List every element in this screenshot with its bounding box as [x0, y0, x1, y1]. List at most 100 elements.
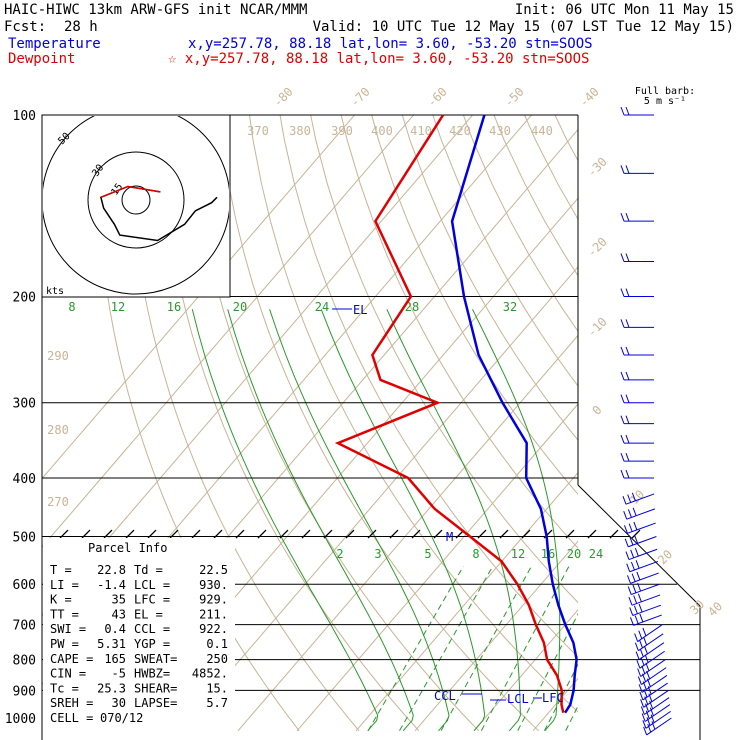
forecast-label: Fcst: [4, 19, 46, 35]
mixing-ratio-label: 3 [374, 547, 381, 561]
parcel-param-label: SWI = [50, 622, 86, 636]
ccl-label: CCL [434, 689, 456, 703]
isotherm-label-top: -60 [425, 85, 450, 110]
wind-barb [642, 710, 671, 729]
pressure-label-200: 200 [13, 291, 36, 306]
wind-barb [626, 560, 659, 573]
parcel-param-label: SREH = [50, 696, 93, 710]
temperature-profile [450, 114, 578, 714]
wind-barb [630, 613, 662, 626]
wind-barb [624, 535, 657, 548]
parcel-param-label: K = [50, 593, 72, 607]
wind-barb [637, 667, 667, 685]
isotherm-label-top: -50 [502, 85, 527, 110]
model-title: HAIC-HIWC 13km ARW-GFS init NCAR/MMM [4, 2, 307, 18]
parcel-info-title: Parcel Info [88, 541, 167, 555]
theta-label: 420 [449, 124, 471, 138]
theta-label-left: 290 [47, 349, 69, 363]
moist-adiabat-label: 32 [503, 300, 517, 314]
isotherm-label-right: -30 [585, 155, 610, 180]
parcel-param-value: 25.3 [97, 681, 126, 695]
parcel-param-value: 0.1 [206, 637, 228, 651]
pressure-label-100: 100 [13, 109, 36, 124]
parcel-param-value: 5.31 [97, 637, 126, 651]
moist-adiabat-label: 12 [111, 300, 125, 314]
wind-barb [628, 593, 661, 606]
hodograph-ring-50 [43, 116, 229, 295]
moist-adiabat-label: 24 [315, 300, 329, 314]
wind-barb [634, 633, 664, 652]
theta-label: 380 [289, 124, 311, 138]
wind-barb [620, 319, 654, 328]
parcel-param-label: LCL = [134, 578, 170, 592]
parcel-param-label: CAPE = [50, 652, 93, 666]
parcel-param-value: 5.7 [206, 696, 228, 710]
isotherm-label-right: 0 [590, 403, 605, 418]
parcel-param-label: CCL = [134, 622, 170, 636]
parcel-param-label: YGP = [134, 637, 170, 651]
mixing-ratio-label: 20 [567, 547, 581, 561]
wind-barb [634, 624, 663, 642]
wind-barb [620, 165, 654, 174]
theta-label: 410 [410, 124, 432, 138]
parcel-param-value: 4852. [192, 667, 228, 681]
parcel-param-label: CELL = [50, 711, 93, 725]
isotherm-label-right: 40 [705, 599, 725, 619]
hodograph-ring-30 [87, 151, 185, 249]
parcel-param-value: 43 [112, 607, 126, 621]
theta-label: 400 [371, 124, 393, 138]
isotherm-label-right: -10 [585, 315, 610, 340]
parcel-param-value: 211. [199, 607, 228, 621]
parcel-param-value: 070/12 [100, 711, 143, 725]
wind-barb [620, 452, 654, 462]
theta-label-left: 270 [47, 495, 69, 509]
theta-label: 390 [331, 124, 353, 138]
parcel-info-box: Parcel Info T = 22.8 Td = 22.5 LI = -1.4 LCL =… [43, 538, 235, 738]
wind-barb [635, 642, 665, 661]
parcel-param-value: 22.8 [97, 563, 126, 577]
parcel-param-label: SWEAT= [134, 652, 177, 666]
valid-time: Valid: 10 UTC Tue 12 May 15 (07 LST Tue … [313, 19, 734, 35]
isotherm-label-right: 30 [687, 597, 707, 617]
parcel-param-value: 15. [206, 681, 228, 695]
wind-barb [620, 469, 654, 479]
theta-label: 370 [247, 124, 269, 138]
moist-adiabat-label: 20 [233, 300, 247, 314]
parcel-param-value: 35 [112, 593, 126, 607]
init-time: Init: 06 UTC Mon 11 May 15 [515, 2, 734, 18]
isotherm-label-right: -20 [585, 235, 610, 260]
wind-barb [625, 547, 658, 561]
hodograph-unit: kts [46, 286, 64, 297]
parcel-param-value: 922. [199, 622, 228, 636]
wind-barb [620, 371, 654, 381]
wind-barb [620, 106, 654, 116]
parcel-param-label: HWBZ= [134, 667, 170, 681]
forecast-hour: 28 h [64, 19, 98, 35]
el-label: EL [353, 303, 367, 317]
wind-barb [627, 571, 659, 584]
wind-barb-header: Full barb: 5 m s⁻¹ [635, 86, 695, 107]
mixing-ratio-label: 8 [472, 547, 479, 561]
wind-barb [620, 415, 654, 425]
parcel-param-value: 22.5 [199, 563, 228, 577]
pressure-label-300: 300 [13, 397, 36, 412]
theta-label-left: 280 [47, 423, 69, 437]
wind-barb [629, 603, 662, 616]
m-label: M [446, 530, 453, 544]
parcel-param-value: 930. [199, 578, 228, 592]
parcel-param-label: LFC = [134, 593, 170, 607]
wind-barb [620, 213, 654, 222]
wind-barb [643, 717, 672, 736]
wind-barb [620, 288, 654, 298]
wind-barb [637, 659, 666, 677]
parcel-param-label: TT = [50, 607, 79, 621]
mixing-ratio-label: 24 [589, 547, 603, 561]
pressure-label-900: 900 [13, 684, 36, 699]
wind-barb [620, 253, 654, 263]
wind-barb [623, 507, 656, 520]
wind-barb [624, 521, 656, 534]
header: HAIC-HIWC 13km ARW-GFS init NCAR/MMM Ini… [4, 2, 734, 67]
background-lines [42, 115, 578, 732]
